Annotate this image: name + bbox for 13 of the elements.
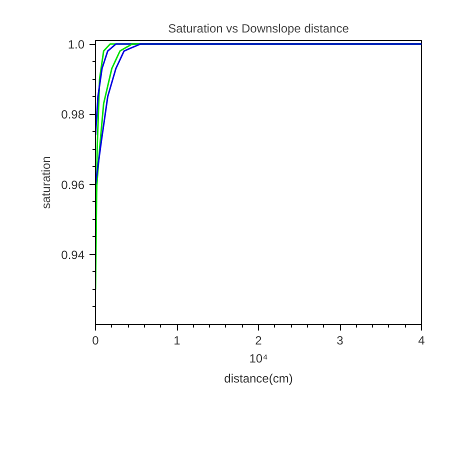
x-tick-label: 4 <box>418 334 426 348</box>
y-tick-label: 0.94 <box>61 248 85 262</box>
y-tick-label: 1.0 <box>68 38 85 52</box>
x-axis-title: distance(cm) <box>224 372 293 386</box>
x-tick-label: 1 <box>174 334 181 348</box>
x-tick-label: 0 <box>92 334 100 348</box>
text: 10⁴ <box>249 352 268 366</box>
y-tick-label: 0.98 <box>61 108 85 122</box>
x-tick-label: 3 <box>336 334 344 348</box>
y-tick-label: 0.96 <box>61 178 85 192</box>
chart-title: Saturation vs Downslope distance <box>168 22 350 36</box>
y-axis-title: saturation <box>39 156 54 209</box>
x-tick-label: 2 <box>255 334 262 348</box>
